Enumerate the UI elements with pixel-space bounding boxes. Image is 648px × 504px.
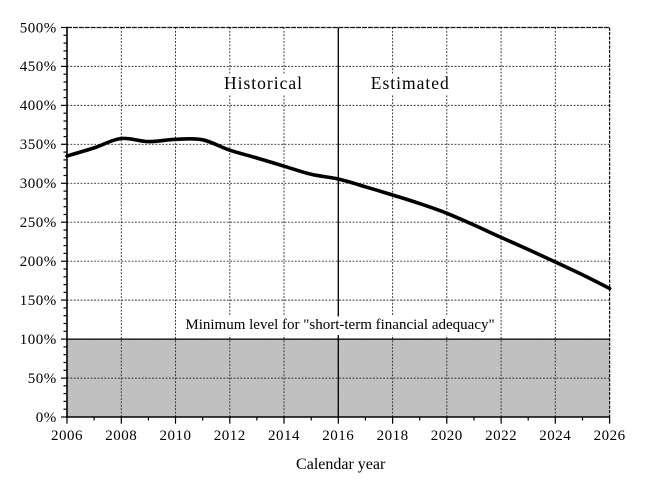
svg-text:2024: 2024	[539, 428, 571, 444]
svg-text:200%: 200%	[20, 254, 57, 270]
svg-text:100%: 100%	[20, 332, 57, 348]
svg-text:50%: 50%	[28, 371, 57, 387]
svg-text:2012: 2012	[214, 428, 246, 444]
svg-text:2006: 2006	[51, 428, 83, 444]
svg-text:150%: 150%	[20, 293, 57, 309]
svg-text:Minimum level for "short-term: Minimum level for "short-term financial …	[185, 317, 494, 333]
svg-text:2010: 2010	[160, 428, 192, 444]
svg-text:250%: 250%	[20, 215, 57, 231]
svg-text:Historical: Historical	[224, 73, 303, 93]
svg-text:2014: 2014	[268, 428, 300, 444]
svg-text:2018: 2018	[377, 428, 409, 444]
svg-text:2008: 2008	[105, 428, 137, 444]
svg-text:Calendar year: Calendar year	[296, 456, 386, 473]
svg-text:Estimated: Estimated	[371, 73, 450, 93]
svg-text:2022: 2022	[485, 428, 517, 444]
svg-text:500%: 500%	[20, 20, 57, 36]
svg-text:2016: 2016	[322, 428, 354, 444]
svg-text:2020: 2020	[431, 428, 463, 444]
svg-text:400%: 400%	[20, 98, 57, 114]
svg-text:0%: 0%	[36, 410, 57, 426]
svg-text:300%: 300%	[20, 176, 57, 192]
svg-text:450%: 450%	[20, 59, 57, 75]
svg-text:350%: 350%	[20, 137, 57, 153]
svg-text:2026: 2026	[594, 428, 626, 444]
